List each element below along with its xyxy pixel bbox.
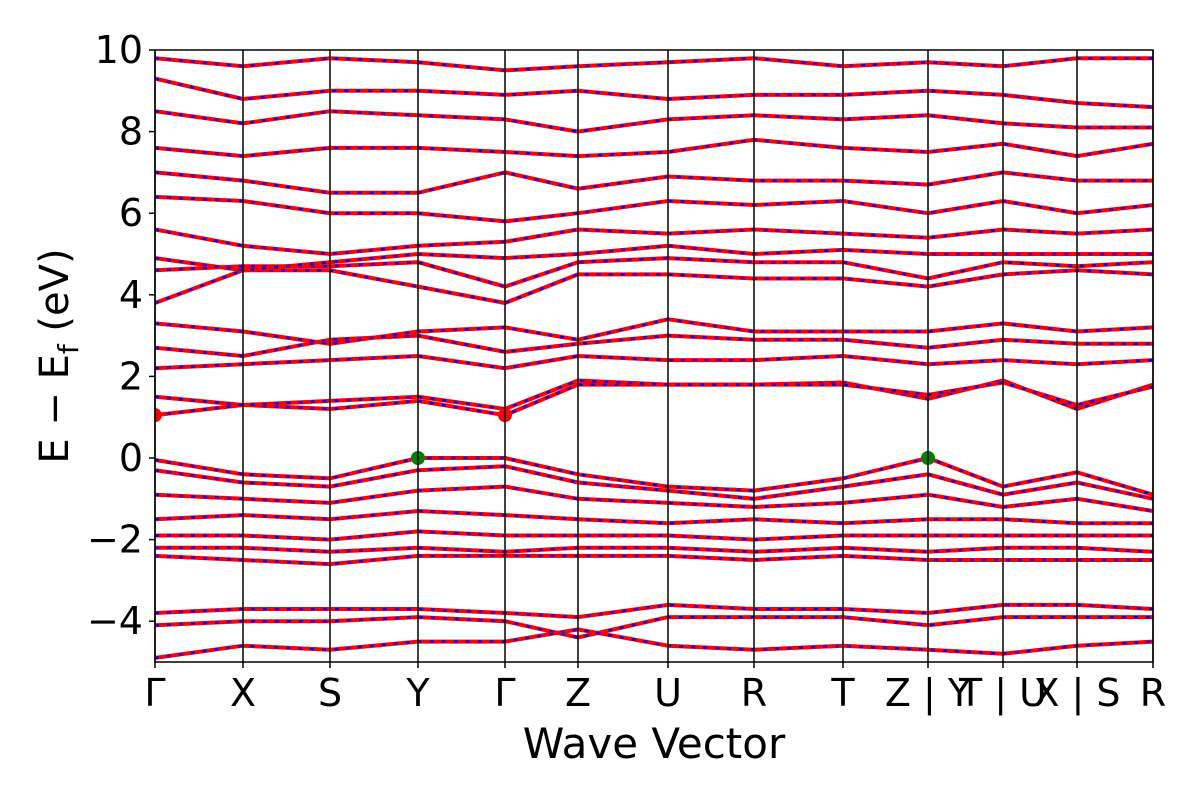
x-tick-label: Z | Y: [885, 671, 972, 716]
y-axis-label-main: E − E: [32, 354, 78, 464]
y-axis-label-unit: (eV): [32, 248, 78, 344]
x-tick-label: S: [318, 671, 342, 715]
frame-layer: Γ X S Y Γ Z U R T Z | YT | UX | S R −4 −2 0 2 4 6 8 10: [87, 28, 1166, 716]
x-tick-label: R: [741, 671, 767, 715]
y-tick-label: 8: [119, 110, 143, 154]
y-axis-label: E − Ef (eV): [32, 248, 85, 463]
y-tick-label: −4: [87, 599, 143, 643]
x-tick-label: Γ: [144, 671, 165, 715]
x-tick-label: T | U: [958, 671, 1047, 716]
x-axis-label: Wave Vector: [523, 719, 786, 768]
x-tick-label: R: [1140, 671, 1166, 715]
y-tick-label: 10: [95, 28, 143, 72]
y-tick-label: 6: [119, 191, 143, 235]
x-tick-label: U: [654, 671, 682, 715]
x-tick-label: T: [830, 671, 855, 715]
y-tick-label: 4: [119, 273, 143, 317]
y-tick-label: −2: [87, 518, 143, 562]
y-tick-label: 0: [119, 436, 143, 480]
y-axis-label-sub: f: [52, 343, 85, 354]
x-tick-label: X | S: [1033, 671, 1120, 716]
x-tick-label: Y: [405, 671, 430, 715]
extremum-point: [155, 408, 162, 423]
x-tick-label: Z: [565, 671, 591, 715]
y-tick-label: 2: [119, 354, 143, 398]
x-tick-label: X: [230, 671, 256, 715]
x-tick-label: Γ: [494, 671, 515, 715]
